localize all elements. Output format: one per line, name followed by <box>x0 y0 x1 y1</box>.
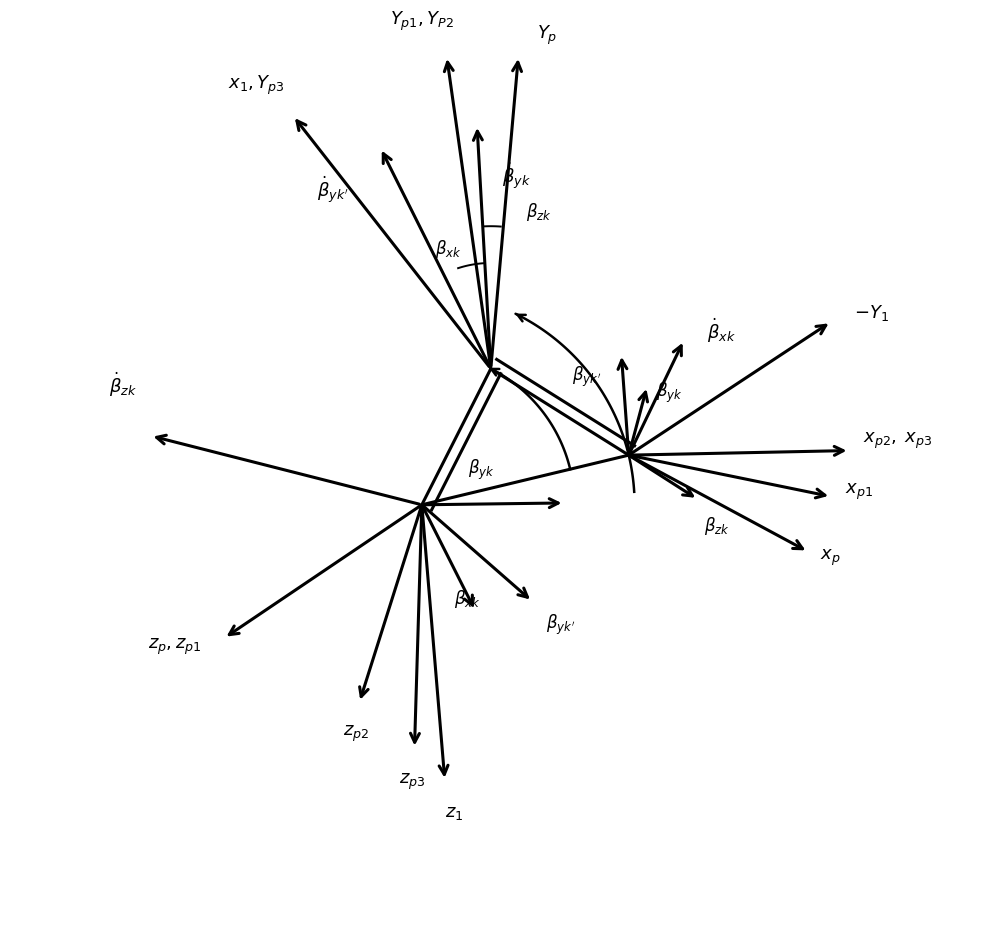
Text: $z_{p3}$: $z_{p3}$ <box>399 771 426 792</box>
Text: $z_1$: $z_1$ <box>445 804 463 821</box>
Text: $\beta_{zk}$: $\beta_{zk}$ <box>526 202 552 224</box>
Text: $x_{p2},\;x_{p3}$: $x_{p2},\;x_{p3}$ <box>863 431 933 451</box>
Text: $z_p,z_{p1}$: $z_p,z_{p1}$ <box>148 637 201 658</box>
Text: $\dot{\beta}_{zk}$: $\dot{\beta}_{zk}$ <box>109 371 137 399</box>
Text: $\beta_{yk}$: $\beta_{yk}$ <box>656 380 683 404</box>
Text: $-Y_1$: $-Y_1$ <box>854 302 889 323</box>
Text: $x_{p1}$: $x_{p1}$ <box>845 482 873 502</box>
Text: $\beta_{yk}$: $\beta_{yk}$ <box>468 458 495 482</box>
Text: $Y_p$: $Y_p$ <box>537 24 557 47</box>
Text: $\dot{\beta}_{xk}$: $\dot{\beta}_{xk}$ <box>707 317 736 345</box>
Text: $x_p$: $x_p$ <box>820 548 841 568</box>
Text: $\beta_{xk}$: $\beta_{xk}$ <box>454 587 481 610</box>
Text: $\dot{\beta}_{yk}$: $\dot{\beta}_{yk}$ <box>502 160 531 191</box>
Text: $Y_{p1},Y_{P2}$: $Y_{p1},Y_{P2}$ <box>390 10 454 33</box>
Text: $z_{p2}$: $z_{p2}$ <box>343 723 369 744</box>
Text: $\beta_{zk}$: $\beta_{zk}$ <box>704 515 730 536</box>
Text: $\dot{\beta}_{yk^{\prime}}$: $\dot{\beta}_{yk^{\prime}}$ <box>317 174 348 204</box>
Text: $x_1,Y_{p3}$: $x_1,Y_{p3}$ <box>228 74 285 97</box>
Text: $\beta_{yk^{\prime}}$: $\beta_{yk^{\prime}}$ <box>572 364 601 389</box>
Text: $\beta_{xk}$: $\beta_{xk}$ <box>435 239 461 260</box>
Text: $\beta_{yk^{\prime}}$: $\beta_{yk^{\prime}}$ <box>546 613 575 637</box>
